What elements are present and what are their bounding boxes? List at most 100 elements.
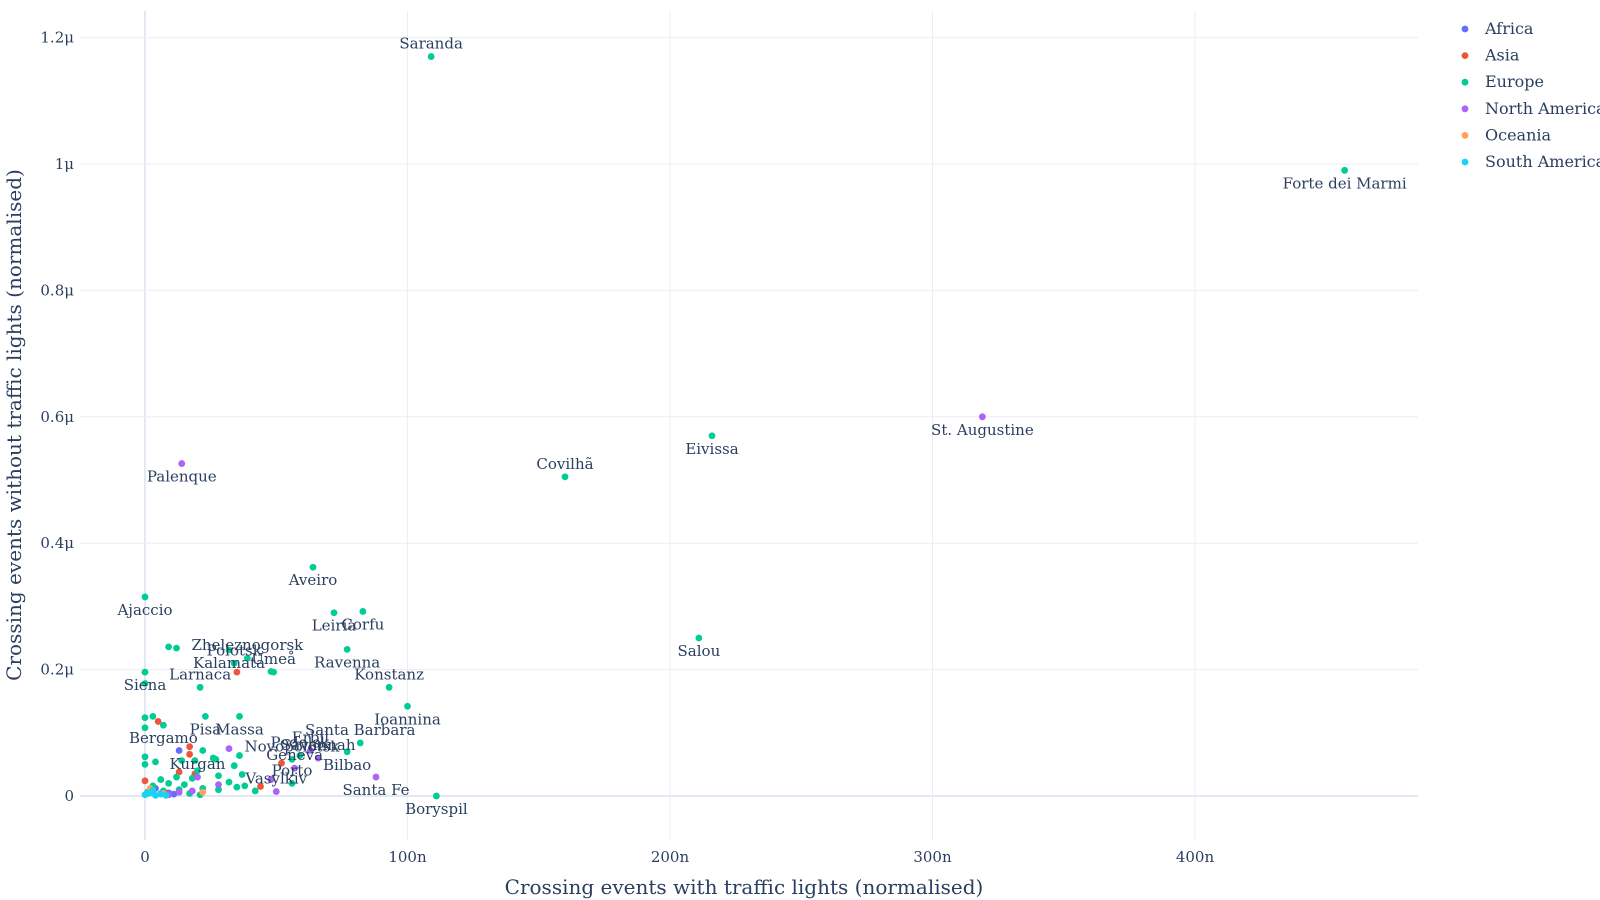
data-point[interactable] (225, 745, 233, 752)
data-point[interactable] (978, 413, 986, 421)
data-point[interactable] (225, 778, 233, 786)
data-point[interactable] (201, 712, 209, 720)
y-axis-title: Crossing events without traffic lights (… (2, 169, 26, 681)
data-point[interactable] (225, 646, 233, 654)
data-point[interactable] (141, 668, 149, 676)
data-point[interactable] (141, 753, 149, 761)
legend-item[interactable]: South America (1461, 152, 1600, 171)
data-point[interactable] (178, 460, 186, 467)
data-point[interactable] (215, 781, 222, 789)
data-point[interactable] (175, 768, 183, 776)
data-point[interactable] (173, 644, 180, 652)
data-point[interactable] (152, 758, 159, 766)
data-point[interactable] (162, 791, 170, 799)
data-point[interactable] (215, 786, 222, 794)
data-point[interactable] (257, 783, 264, 790)
data-point[interactable] (291, 764, 299, 772)
data-point[interactable] (141, 680, 149, 687)
data-point[interactable] (194, 773, 201, 781)
data-point[interactable] (251, 787, 259, 795)
data-point[interactable] (233, 668, 241, 676)
data-point[interactable] (157, 790, 165, 798)
data-point[interactable] (432, 792, 440, 800)
data-point[interactable] (209, 754, 217, 762)
data-point[interactable] (180, 781, 188, 789)
data-point[interactable] (236, 712, 243, 720)
data-point[interactable] (359, 608, 367, 615)
data-point[interactable] (278, 759, 285, 767)
legend-item[interactable]: Oceania (1461, 125, 1552, 144)
data-point[interactable] (230, 659, 238, 667)
legend[interactable]: Africa Asia Europe North America Oceania Sout… (1461, 19, 1600, 171)
data-point[interactable] (141, 761, 149, 768)
data-point[interactable] (199, 747, 207, 754)
data-point[interactable] (196, 683, 204, 691)
y-tick-label: 1μ (55, 155, 75, 173)
legend-marker (1461, 78, 1469, 86)
data-point[interactable] (165, 643, 173, 651)
data-point[interactable] (330, 609, 338, 617)
data-point[interactable] (695, 634, 703, 642)
data-point[interactable] (306, 747, 314, 754)
data-point[interactable] (173, 773, 180, 781)
point-label: Saranda (399, 35, 463, 53)
data-point[interactable] (186, 743, 194, 751)
data-point[interactable] (288, 755, 296, 763)
data-point[interactable] (236, 752, 243, 759)
data-point[interactable] (199, 788, 207, 796)
data-point[interactable] (427, 53, 435, 60)
legend-item[interactable]: Asia (1461, 46, 1520, 65)
data-point[interactable] (1341, 166, 1349, 174)
data-point[interactable] (141, 777, 149, 785)
data-point[interactable] (152, 791, 159, 799)
data-point[interactable] (144, 790, 152, 797)
data-point[interactable] (272, 788, 280, 795)
data-point[interactable] (141, 724, 149, 732)
data-point[interactable] (233, 783, 241, 791)
data-point[interactable] (149, 786, 157, 794)
data-point[interactable] (141, 714, 149, 722)
data-point[interactable] (154, 718, 162, 725)
y-tick-label: 0.4μ (40, 534, 74, 552)
data-point[interactable] (343, 645, 351, 653)
data-point[interactable] (215, 772, 222, 780)
data-point[interactable] (149, 712, 157, 720)
data-point[interactable] (165, 779, 173, 787)
data-point[interactable] (238, 771, 246, 778)
data-point[interactable] (372, 773, 380, 781)
data-point[interactable] (194, 767, 201, 775)
data-point[interactable] (296, 752, 304, 759)
data-point[interactable] (191, 757, 199, 765)
data-points[interactable] (141, 53, 1349, 800)
legend-item[interactable]: Europe (1461, 72, 1544, 91)
data-point[interactable] (404, 702, 411, 710)
data-point[interactable] (186, 750, 194, 758)
data-point[interactable] (343, 748, 351, 756)
data-point[interactable] (188, 787, 196, 795)
data-point[interactable] (267, 668, 275, 675)
data-point[interactable] (230, 762, 238, 770)
x-axis-title: Crossing events with traffic lights (nor… (505, 875, 984, 899)
data-point[interactable] (159, 721, 167, 729)
data-point[interactable] (288, 779, 296, 787)
data-point[interactable] (708, 432, 716, 440)
data-point[interactable] (309, 563, 317, 571)
data-point[interactable] (175, 788, 183, 796)
data-point[interactable] (385, 683, 393, 691)
data-point[interactable] (241, 782, 249, 790)
legend-marker (1461, 105, 1469, 113)
legend-item[interactable]: North America (1461, 99, 1600, 118)
data-point[interactable] (170, 790, 178, 798)
data-point[interactable] (243, 654, 251, 662)
data-point[interactable] (561, 473, 569, 481)
point-label: Ravenna (314, 653, 380, 671)
data-point[interactable] (157, 776, 165, 783)
data-point[interactable] (267, 776, 275, 783)
data-point[interactable] (314, 754, 322, 762)
legend-item[interactable]: Africa (1461, 19, 1534, 38)
data-point[interactable] (356, 739, 364, 747)
data-point[interactable] (188, 774, 196, 782)
data-point[interactable] (141, 593, 149, 601)
data-point[interactable] (178, 757, 186, 765)
data-point[interactable] (175, 747, 183, 754)
